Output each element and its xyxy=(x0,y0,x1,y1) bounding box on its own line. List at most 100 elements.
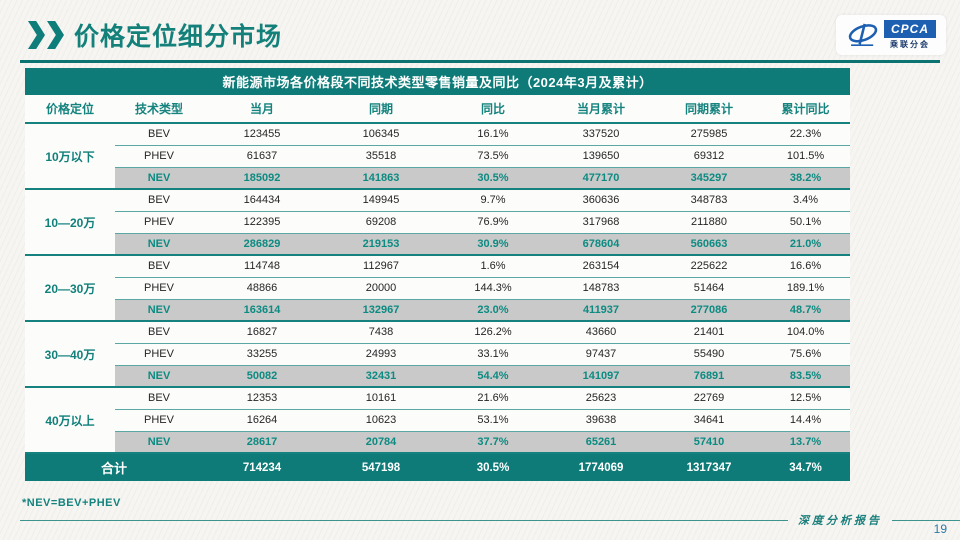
table-row: PHEV 33255 24993 33.1% 97437 55490 75.6% xyxy=(25,343,851,366)
tech-type-cell: PHEV xyxy=(115,145,203,168)
value-cell: 7438 xyxy=(321,321,441,344)
price-segment-label: 40万以上 xyxy=(25,387,115,454)
table-header-row: 价格定位 技术类型 当月 同期 同比 当月累计 同期累计 累计同比 xyxy=(25,95,851,124)
tech-type-cell: NEV xyxy=(115,299,203,322)
value-cell: 50.1% xyxy=(761,211,851,234)
value-cell: 164434 xyxy=(203,189,321,212)
value-cell: 16264 xyxy=(203,409,321,432)
value-cell: 35518 xyxy=(321,145,441,168)
page-title: 价格定位细分市场 xyxy=(74,23,283,51)
value-cell: 53.1% xyxy=(441,409,545,432)
value-cell: 263154 xyxy=(545,255,657,278)
table-row: 10万以下 BEV 123455 106345 16.1% 337520 275… xyxy=(25,123,851,190)
value-cell: 12353 xyxy=(203,387,321,410)
table-row-nev: NEV 163614 132967 23.0% 411937 277086 48… xyxy=(25,299,851,322)
price-segment-label: 30—40万 xyxy=(25,321,115,388)
table-row: PHEV 122395 69208 76.9% 317968 211880 50… xyxy=(25,211,851,234)
value-cell: 16827 xyxy=(203,321,321,344)
table-row: 20—30万 BEV 114748 112967 1.6% 263154 225… xyxy=(25,255,851,322)
report-stamp: 深度分析报告 xyxy=(798,515,882,527)
value-cell: 14.4% xyxy=(761,409,851,432)
table-row: PHEV 61637 35518 73.5% 139650 69312 101.… xyxy=(25,145,851,168)
col-header-tech: 技术类型 xyxy=(115,95,203,124)
value-cell: 33255 xyxy=(203,343,321,366)
price-group-300k-400k: 30—40万 BEV 16827 7438 126.2% 43660 21401… xyxy=(25,321,851,388)
double-chevron-icon xyxy=(28,21,64,49)
value-cell: 477170 xyxy=(545,167,657,190)
total-label: 合计 xyxy=(100,461,127,476)
cpca-logo-text: CPCA 乘联分会 xyxy=(883,19,936,50)
value-cell: 1.6% xyxy=(441,255,545,278)
price-segment-label: 10—20万 xyxy=(25,189,115,256)
value-cell: 50082 xyxy=(203,365,321,388)
value-cell: 54.4% xyxy=(441,365,545,388)
value-cell: 114748 xyxy=(203,255,321,278)
value-cell: 97437 xyxy=(545,343,657,366)
table-row-nev: NEV 185092 141863 30.5% 477170 345297 38… xyxy=(25,167,851,190)
col-header-current-month: 当月 xyxy=(203,95,321,124)
table-row: 10—20万 BEV 164434 149945 9.7% 360636 348… xyxy=(25,189,851,256)
value-cell: 139650 xyxy=(545,145,657,168)
value-cell: 211880 xyxy=(657,211,761,234)
value-cell: 51464 xyxy=(657,277,761,300)
value-cell: 348783 xyxy=(657,189,761,212)
value-cell: 73.5% xyxy=(441,145,545,168)
value-cell: 69208 xyxy=(321,211,441,234)
value-cell: 189.1% xyxy=(761,277,851,300)
nev-footnote: *NEV=BEV+PHEV xyxy=(22,497,121,509)
value-cell: 106345 xyxy=(321,123,441,146)
value-cell: 20784 xyxy=(321,431,441,454)
tech-type-cell: NEV xyxy=(115,233,203,256)
table-row: PHEV 16264 10623 53.1% 39638 34641 14.4% xyxy=(25,409,851,432)
value-cell: 28617 xyxy=(203,431,321,454)
value-cell: 122395 xyxy=(203,211,321,234)
tech-type-cell: BEV xyxy=(115,387,203,410)
value-cell: 16.6% xyxy=(761,255,851,278)
footer-rule: 深度分析报告 xyxy=(20,512,960,528)
value-cell: 61637 xyxy=(203,145,321,168)
value-cell: 411937 xyxy=(545,299,657,322)
total-value-cell: 1317347 xyxy=(686,461,732,474)
value-cell: 163614 xyxy=(203,299,321,322)
cpca-swoosh-icon xyxy=(848,23,878,47)
value-cell: 360636 xyxy=(545,189,657,212)
price-group-over-400k: 40万以上 BEV 12353 10161 21.6% 25623 22769 … xyxy=(25,387,851,454)
tech-type-cell: BEV xyxy=(115,189,203,212)
total-row: 合计 714234 547198 30.5% 1774069 1317347 3… xyxy=(25,453,851,481)
value-cell: 76891 xyxy=(657,365,761,388)
value-cell: 225622 xyxy=(657,255,761,278)
col-header-yoy: 同比 xyxy=(441,95,545,124)
value-cell: 39638 xyxy=(545,409,657,432)
value-cell: 57410 xyxy=(657,431,761,454)
tech-type-cell: PHEV xyxy=(115,211,203,234)
value-cell: 3.4% xyxy=(761,189,851,212)
value-cell: 10161 xyxy=(321,387,441,410)
price-group-100k-200k: 10—20万 BEV 164434 149945 9.7% 360636 348… xyxy=(25,189,851,256)
value-cell: 141863 xyxy=(321,167,441,190)
value-cell: 286829 xyxy=(203,233,321,256)
footer-line-left xyxy=(20,519,788,521)
price-group-200k-300k: 20—30万 BEV 114748 112967 1.6% 263154 225… xyxy=(25,255,851,322)
value-cell: 21401 xyxy=(657,321,761,344)
value-cell: 75.6% xyxy=(761,343,851,366)
value-cell: 104.0% xyxy=(761,321,851,344)
value-cell: 141097 xyxy=(545,365,657,388)
table-row-nev: NEV 286829 219153 30.9% 678604 560663 21… xyxy=(25,233,851,256)
value-cell: 30.5% xyxy=(441,167,545,190)
value-cell: 65261 xyxy=(545,431,657,454)
table-title-bar: 新能源市场各价格段不同技术类型零售销量及同比（2024年3月及累计） xyxy=(25,68,851,95)
value-cell: 34641 xyxy=(657,409,761,432)
value-cell: 337520 xyxy=(545,123,657,146)
total-value-cell: 547198 xyxy=(361,461,401,474)
value-cell: 43660 xyxy=(545,321,657,344)
total-value-cell: 30.5% xyxy=(476,461,510,474)
col-header-same-period: 同期 xyxy=(321,95,441,124)
value-cell: 10623 xyxy=(321,409,441,432)
table-row: 40万以上 BEV 12353 10161 21.6% 25623 22769 … xyxy=(25,387,851,454)
value-cell: 317968 xyxy=(545,211,657,234)
value-cell: 148783 xyxy=(545,277,657,300)
tech-type-cell: PHEV xyxy=(115,409,203,432)
cpca-subtitle: 乘联分会 xyxy=(889,40,930,50)
value-cell: 22769 xyxy=(657,387,761,410)
value-cell: 21.6% xyxy=(441,387,545,410)
